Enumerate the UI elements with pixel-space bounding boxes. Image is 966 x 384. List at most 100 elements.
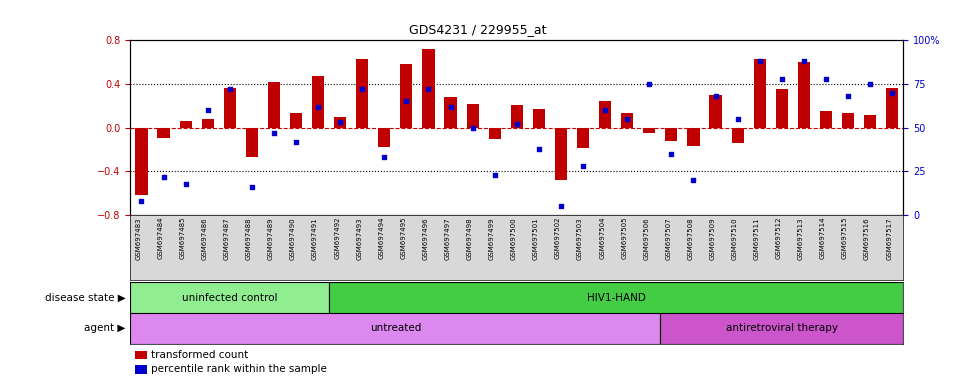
Bar [842, 114, 854, 127]
Text: disease state ▶: disease state ▶ [44, 293, 126, 303]
Text: GSM697512: GSM697512 [776, 217, 781, 260]
Bar [157, 127, 170, 137]
Text: GSM697488: GSM697488 [246, 217, 252, 260]
Point [178, 180, 193, 187]
Point [288, 139, 303, 145]
Bar [886, 88, 898, 127]
Bar [245, 127, 258, 157]
Bar [661, 313, 903, 344]
Point [597, 107, 612, 113]
Point [244, 184, 260, 190]
Text: GSM697509: GSM697509 [710, 217, 716, 260]
Point [664, 151, 679, 157]
Bar [577, 127, 589, 149]
Text: GSM697508: GSM697508 [688, 217, 694, 260]
Bar [329, 282, 903, 313]
Text: agent ▶: agent ▶ [84, 323, 126, 333]
Text: GSM697485: GSM697485 [180, 217, 185, 260]
Text: GSM697493: GSM697493 [356, 217, 362, 260]
Bar [864, 114, 876, 127]
Text: GSM697517: GSM697517 [886, 217, 893, 260]
Bar [776, 89, 788, 127]
Point [442, 104, 458, 110]
Point [730, 116, 746, 122]
Point [421, 86, 437, 92]
Text: GSM697515: GSM697515 [842, 217, 848, 260]
Text: GSM697497: GSM697497 [444, 217, 450, 260]
Bar [130, 313, 661, 344]
Point [885, 90, 900, 96]
Text: transformed count: transformed count [151, 350, 248, 360]
Text: GSM697516: GSM697516 [865, 217, 870, 260]
Bar [533, 109, 545, 127]
Point [200, 107, 215, 113]
Text: GSM697502: GSM697502 [555, 217, 561, 260]
Bar [467, 104, 479, 127]
Text: GDS4231 / 229955_at: GDS4231 / 229955_at [410, 23, 547, 36]
Point [774, 76, 789, 82]
Bar [554, 127, 567, 180]
Point [554, 203, 569, 209]
Point [863, 81, 878, 87]
Point [509, 121, 525, 127]
Text: GSM697506: GSM697506 [643, 217, 649, 260]
Point [840, 93, 856, 99]
Text: GSM697487: GSM697487 [224, 217, 230, 260]
Bar [489, 127, 500, 139]
Bar [621, 114, 634, 127]
Point [752, 58, 767, 65]
Text: GSM697507: GSM697507 [666, 217, 671, 260]
Bar [688, 127, 699, 146]
Bar [643, 127, 655, 133]
Bar [666, 127, 677, 141]
Bar [599, 101, 611, 127]
Text: GSM697491: GSM697491 [312, 217, 318, 260]
Bar [290, 114, 302, 127]
Point [267, 130, 282, 136]
Bar [753, 59, 766, 127]
Bar [334, 117, 346, 127]
Point [377, 154, 392, 161]
Text: GSM697500: GSM697500 [511, 217, 517, 260]
Point [310, 104, 326, 110]
Bar [180, 121, 191, 127]
Bar [224, 88, 236, 127]
Text: GSM697496: GSM697496 [422, 217, 429, 260]
Point [465, 124, 480, 131]
Point [355, 86, 370, 92]
Point [619, 116, 635, 122]
Text: GSM697495: GSM697495 [401, 217, 407, 260]
Bar [400, 65, 412, 127]
Text: percentile rank within the sample: percentile rank within the sample [151, 364, 327, 374]
Point [531, 146, 547, 152]
Text: GSM697503: GSM697503 [577, 217, 583, 260]
Text: GSM697505: GSM697505 [621, 217, 627, 260]
Bar [268, 82, 280, 127]
Text: GSM697490: GSM697490 [290, 217, 296, 260]
Point [641, 81, 657, 87]
Bar [820, 111, 832, 127]
Point [133, 198, 149, 204]
Text: GSM697494: GSM697494 [379, 217, 384, 260]
Bar [422, 49, 435, 127]
Point [332, 119, 348, 126]
Point [399, 98, 414, 104]
Text: untreated: untreated [370, 323, 421, 333]
Text: HIV1-HAND: HIV1-HAND [586, 293, 645, 303]
Bar [511, 105, 523, 127]
Point [576, 163, 591, 169]
Bar [202, 119, 213, 127]
Text: GSM697499: GSM697499 [489, 217, 495, 260]
Text: GSM697486: GSM697486 [202, 217, 208, 260]
Text: GSM697492: GSM697492 [334, 217, 340, 260]
Text: GSM697511: GSM697511 [753, 217, 759, 260]
Point [487, 172, 502, 178]
Bar [444, 97, 457, 127]
Bar [379, 127, 390, 147]
Bar [135, 127, 148, 195]
Point [222, 86, 238, 92]
Point [818, 76, 834, 82]
Point [686, 177, 701, 183]
Text: GSM697513: GSM697513 [798, 217, 804, 260]
Text: GSM697484: GSM697484 [157, 217, 163, 260]
